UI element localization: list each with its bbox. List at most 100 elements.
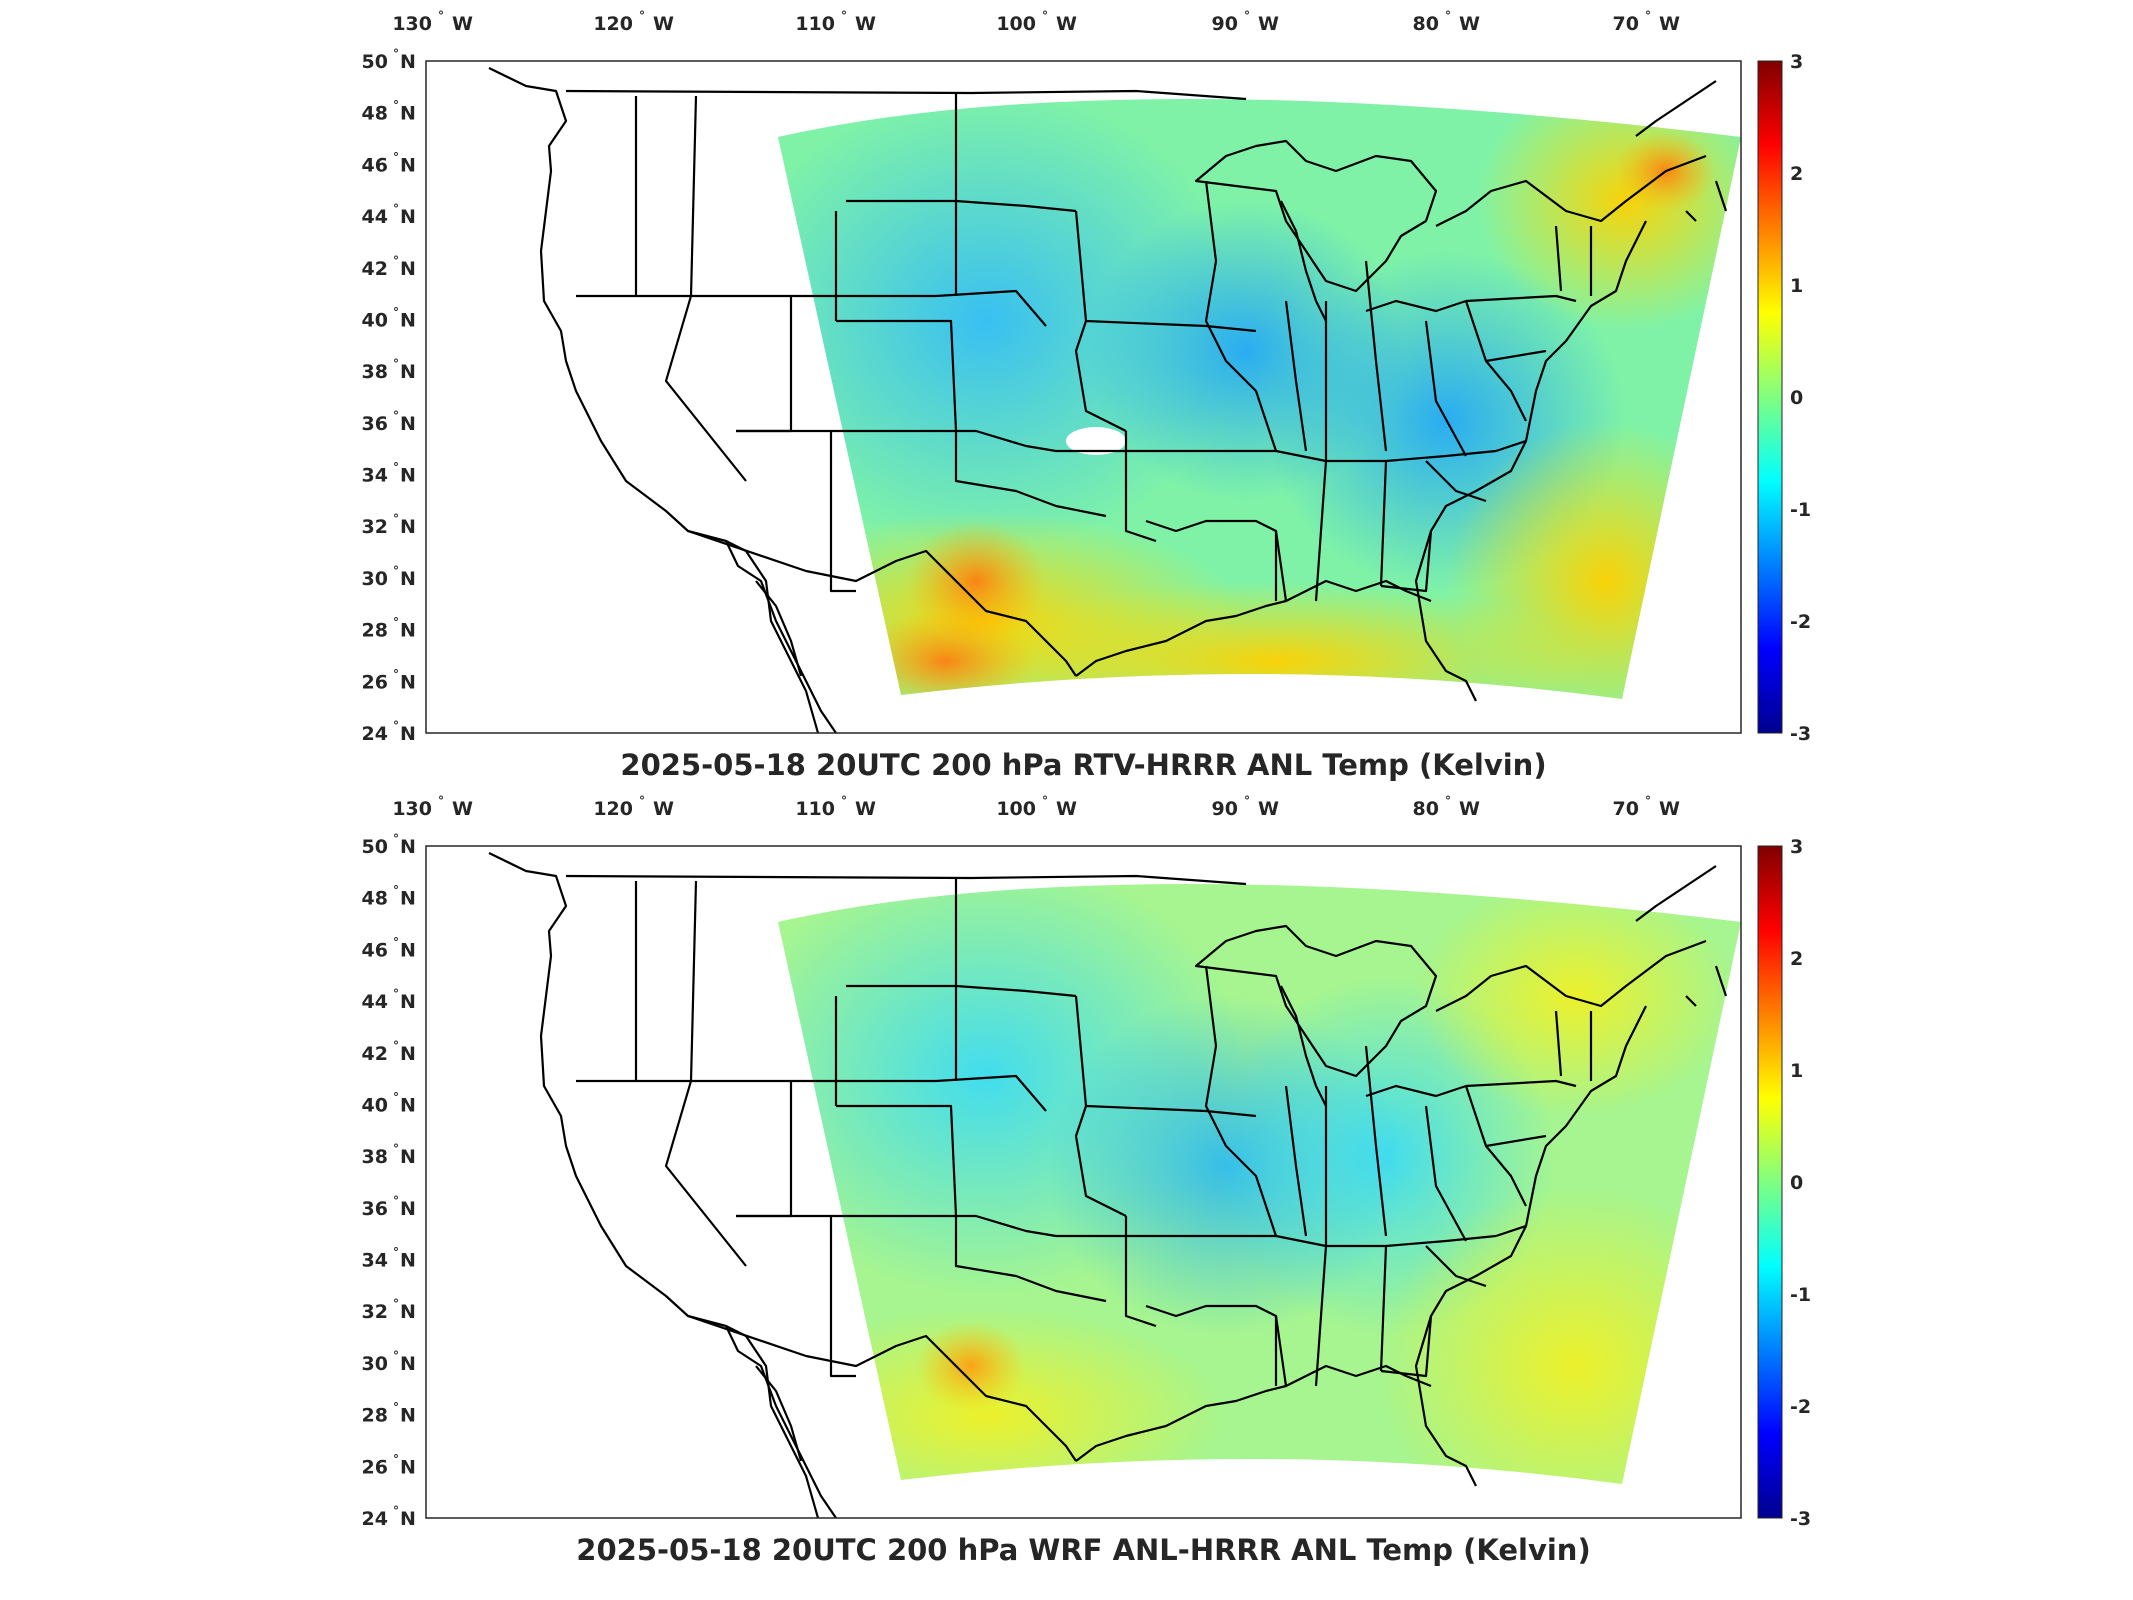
lon-tick-label: 130: [392, 13, 432, 35]
colorbar-tick-label: 1: [1790, 275, 1803, 297]
lat-suffix: N: [400, 671, 416, 693]
lat-suffix: N: [400, 568, 416, 590]
lat-tick-label: 40: [362, 309, 388, 331]
lat-tick-label: 38: [362, 361, 388, 383]
lat-tick-label: 46: [362, 154, 388, 176]
lon-suffix: W: [452, 798, 473, 820]
lat-tick-label: 24: [362, 723, 388, 745]
lat-suffix: N: [400, 1198, 416, 1220]
lon-suffix: W: [653, 13, 674, 35]
degree-symbol: °: [393, 1452, 399, 1466]
degree-symbol: °: [393, 305, 399, 319]
degree-symbol: °: [393, 1297, 399, 1311]
lat-suffix: N: [400, 1146, 416, 1168]
degree-symbol: °: [1244, 9, 1250, 23]
degree-symbol: °: [393, 1349, 399, 1363]
lat-tick-label: 34: [362, 1250, 388, 1272]
degree-symbol: °: [393, 564, 399, 578]
degree-symbol: °: [438, 794, 444, 808]
lat-tick-label: 38: [362, 1146, 388, 1168]
degree-symbol: °: [393, 202, 399, 216]
lon-tick-label: 80: [1413, 13, 1439, 35]
lat-tick-label: 50: [362, 51, 388, 73]
lat-tick-label: 26: [362, 1456, 388, 1478]
lat-suffix: N: [400, 888, 416, 910]
degree-symbol: °: [841, 9, 847, 23]
degree-symbol: °: [1445, 9, 1451, 23]
degree-symbol: °: [393, 512, 399, 526]
colorbar-tick-label: -2: [1790, 611, 1811, 633]
lat-suffix: N: [400, 723, 416, 745]
lon-tick-label: 120: [593, 13, 633, 35]
lat-tick-label: 48: [362, 103, 388, 125]
degree-symbol: °: [1645, 794, 1651, 808]
lat-suffix: N: [400, 465, 416, 487]
panel-title: 2025-05-18 20UTC 200 hPa RTV-HRRR ANL Te…: [620, 748, 1546, 782]
lon-tick-label: 90: [1212, 798, 1238, 820]
degree-symbol: °: [1445, 794, 1451, 808]
lat-suffix: N: [400, 206, 416, 228]
colorbar-2: [1757, 845, 1783, 1519]
degree-symbol: °: [1244, 794, 1250, 808]
degree-symbol: °: [393, 409, 399, 423]
degree-symbol: °: [393, 1504, 399, 1518]
lon-suffix: W: [855, 798, 876, 820]
degree-symbol: °: [393, 719, 399, 733]
degree-symbol: °: [393, 357, 399, 371]
lon-tick-label: 100: [996, 798, 1036, 820]
lon-tick-label: 100: [996, 13, 1036, 35]
degree-symbol: °: [393, 1142, 399, 1156]
degree-symbol: °: [393, 987, 399, 1001]
degree-symbol: °: [393, 1401, 399, 1415]
colorbar-tick-label: -3: [1790, 723, 1811, 745]
lat-tick-label: 24: [362, 1508, 388, 1530]
lat-suffix: N: [400, 1353, 416, 1375]
degree-symbol: °: [393, 935, 399, 949]
lat-tick-label: 30: [362, 568, 388, 590]
panel-title: 2025-05-18 20UTC 200 hPa WRF ANL-HRRR AN…: [576, 1533, 1590, 1567]
lat-tick-label: 28: [362, 620, 388, 642]
lon-tick-label: 70: [1613, 798, 1639, 820]
degree-symbol: °: [393, 1090, 399, 1104]
degree-symbol: °: [1042, 9, 1048, 23]
colorbar-tick-label: 3: [1790, 51, 1803, 73]
lat-tick-label: 36: [362, 1198, 388, 1220]
map-panel-1: [425, 60, 1742, 735]
degree-symbol: °: [393, 461, 399, 475]
lat-suffix: N: [400, 1043, 416, 1065]
lat-suffix: N: [400, 413, 416, 435]
lon-suffix: W: [1459, 798, 1480, 820]
colorbar-tick-label: -1: [1790, 499, 1811, 521]
lat-suffix: N: [400, 51, 416, 73]
colorbar-tick-label: -2: [1790, 1396, 1811, 1418]
degree-symbol: °: [393, 47, 399, 61]
lat-suffix: N: [400, 1508, 416, 1530]
degree-symbol: °: [639, 9, 645, 23]
degree-symbol: °: [393, 1039, 399, 1053]
lat-suffix: N: [400, 1456, 416, 1478]
colorbar-tick-label: 0: [1790, 387, 1803, 409]
lon-suffix: W: [1056, 13, 1077, 35]
lat-suffix: N: [400, 939, 416, 961]
lat-tick-label: 44: [362, 991, 388, 1013]
degree-symbol: °: [393, 832, 399, 846]
lon-tick-label: 80: [1413, 798, 1439, 820]
lat-tick-label: 48: [362, 888, 388, 910]
lat-tick-label: 50: [362, 836, 388, 858]
lat-tick-label: 26: [362, 671, 388, 693]
lat-suffix: N: [400, 154, 416, 176]
lat-tick-label: 34: [362, 465, 388, 487]
lat-suffix: N: [400, 991, 416, 1013]
lon-suffix: W: [1258, 798, 1279, 820]
lon-suffix: W: [1258, 13, 1279, 35]
lat-tick-label: 30: [362, 1353, 388, 1375]
degree-symbol: °: [841, 794, 847, 808]
lat-suffix: N: [400, 258, 416, 280]
lat-suffix: N: [400, 1301, 416, 1323]
lat-suffix: N: [400, 1250, 416, 1272]
lat-suffix: N: [400, 309, 416, 331]
lon-suffix: W: [1659, 13, 1680, 35]
degree-symbol: °: [393, 616, 399, 630]
lat-suffix: N: [400, 1094, 416, 1116]
